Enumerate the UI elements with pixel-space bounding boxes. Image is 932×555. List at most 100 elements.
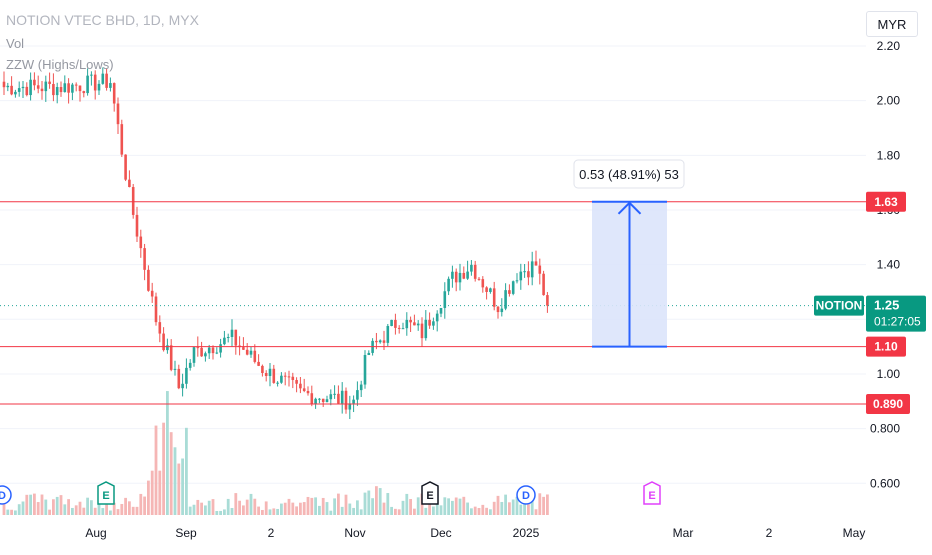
volume-bar — [534, 509, 538, 515]
volume-bar — [310, 497, 314, 515]
candle-body — [375, 340, 378, 343]
candle-body — [470, 264, 473, 272]
volume-bar — [162, 422, 165, 515]
volume-bar — [451, 500, 454, 515]
candle-body — [530, 261, 534, 278]
volume-bar — [90, 500, 93, 515]
measure-label-box — [573, 159, 685, 189]
candlesticks — [2, 67, 549, 420]
volume-bar — [306, 496, 310, 515]
candle-body — [90, 74, 93, 76]
volume-bar — [329, 510, 333, 515]
volume-bar — [173, 447, 177, 515]
volume-bar — [48, 509, 51, 515]
horizontal-levels[interactable] — [0, 201, 866, 405]
volume-bar — [219, 510, 222, 515]
volume-bar — [74, 505, 78, 515]
symbol-tag: NOTION — [816, 299, 863, 313]
dividend-marker — [516, 485, 536, 505]
level-tag-1-63-text: 1.63 — [874, 195, 898, 209]
candle-body — [245, 349, 249, 355]
candle-body — [223, 337, 226, 345]
candle-body — [500, 308, 504, 313]
volume-bar — [253, 498, 257, 515]
indicator-legend[interactable]: ZZW (Highs/Lows) — [6, 57, 114, 72]
candle-body — [390, 319, 393, 326]
level-tag-1-10: 1.10 — [866, 336, 906, 357]
candle-body — [443, 291, 447, 308]
volume-bar — [234, 493, 238, 515]
candle-body — [150, 290, 154, 297]
level-tag-1-63: 1.63 — [866, 191, 906, 212]
candle-body — [451, 271, 454, 279]
candle-body — [249, 350, 253, 355]
candle-body — [542, 273, 545, 296]
volume-bar — [226, 498, 230, 515]
time-tick-label: Sep — [175, 526, 197, 540]
candle-body — [29, 79, 32, 96]
volume-bar — [147, 480, 150, 515]
time-axis[interactable]: Aug Sep 2 Nov Dec 2025 Mar 2 May — [85, 526, 865, 540]
price-tick-label: 0.600 — [870, 476, 900, 490]
volume-bar — [283, 502, 287, 515]
candle-body — [523, 271, 526, 273]
candle-body — [143, 248, 146, 270]
candle-body — [416, 323, 420, 326]
volume-bar — [166, 391, 169, 515]
volume-bar — [29, 494, 32, 515]
candle-body — [291, 376, 295, 381]
volume-legend[interactable]: Vol — [6, 36, 25, 51]
candle-body — [105, 73, 108, 88]
candle-body — [67, 83, 70, 93]
volume-bar — [390, 506, 393, 515]
candle-body — [154, 296, 158, 323]
candle-body — [519, 271, 523, 281]
candle-body — [196, 347, 200, 349]
candle-body — [181, 383, 184, 389]
currency-button[interactable]: MYR — [866, 11, 918, 37]
candle-body — [147, 269, 150, 291]
volume-bar — [394, 508, 397, 515]
candle-body — [352, 399, 355, 404]
volume-bar — [359, 509, 363, 515]
volume-bar — [158, 470, 162, 515]
candle-body — [538, 265, 542, 274]
candle-body — [527, 271, 530, 278]
candle-body — [489, 288, 492, 292]
volume-bar — [14, 510, 17, 515]
volume-bar — [230, 507, 234, 515]
last-price-value: 1.25 — [874, 298, 899, 313]
candle-body — [318, 398, 321, 400]
candle-body — [219, 344, 222, 353]
volume-bar — [367, 490, 371, 515]
volume-bar — [523, 497, 526, 515]
volume-bar — [188, 506, 192, 515]
volume-bar — [382, 502, 386, 515]
volume-bar — [424, 507, 428, 515]
volume-bar — [78, 501, 82, 515]
candle-body — [515, 280, 519, 282]
candle-body — [546, 295, 549, 306]
candle-body — [397, 327, 401, 329]
candle-body — [93, 74, 97, 91]
candle-body — [10, 85, 13, 95]
candle-body — [280, 375, 283, 383]
candle-body — [177, 368, 181, 389]
volume-bar — [150, 470, 154, 515]
volume-bar — [405, 493, 409, 515]
candle-body — [135, 214, 139, 237]
volume-bar — [207, 500, 211, 515]
volume-bar — [238, 500, 241, 515]
candle-body — [59, 87, 63, 93]
volume-bar — [299, 502, 302, 515]
event-marker-letter: E — [426, 490, 433, 502]
candle-body — [302, 388, 306, 391]
price-range-measure[interactable]: 0.53 (48.91%) 53 — [573, 159, 685, 348]
volume-bar — [276, 508, 279, 515]
candle-body — [321, 398, 325, 403]
candle-body — [128, 179, 131, 188]
volume-bar — [318, 505, 321, 515]
